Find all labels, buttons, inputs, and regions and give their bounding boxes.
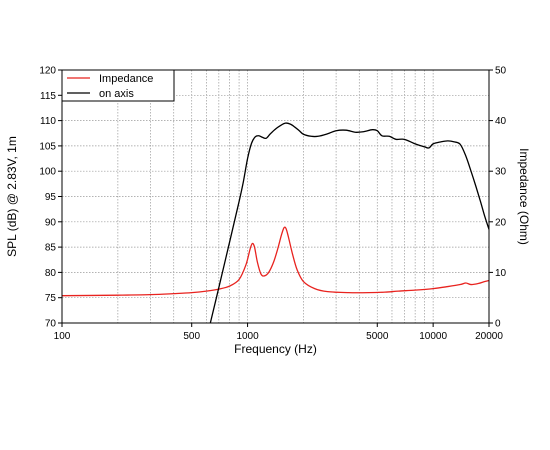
y-left-tick-label: 105 [39,141,56,152]
x-tick-label: 1000 [236,331,259,342]
x-tick-label: 500 [183,331,200,342]
y-right-tick-label: 50 [495,66,507,77]
y-left-tick-label: 110 [40,116,56,127]
series-line-on-axis [209,122,489,323]
y-left-tick-label: 70 [45,319,57,330]
y-left-tick-label: 120 [39,66,56,77]
legend-label-on-axis: on axis [99,88,134,100]
y-right-tick-label: 20 [495,217,507,228]
y-left-tick-label: 100 [39,167,56,178]
legend-label-impedance: Impedance [99,73,153,85]
legend: Impedance on axis [61,69,175,102]
y-axis-right-title: Impedance (Ohm) [517,148,531,245]
y-left-tick-label: 115 [40,91,56,102]
x-tick-label: 10000 [419,331,447,342]
y-axis-left-title: SPL (dB) @ 2.83V, 1m [5,136,19,257]
x-axis-title: Frequency (Hz) [234,342,317,356]
series-lines [62,122,489,323]
legend-box [61,69,175,102]
axis-ticks: 100 500 1000 5000 10000 200007075808590951001… [39,66,506,343]
series-line-impedance [62,226,489,297]
y-right-tick-label: 30 [495,167,507,178]
grid [62,70,489,323]
x-tick-label: 100 [54,331,71,342]
y-right-tick-label: 10 [495,268,507,279]
y-left-tick-label: 95 [45,192,57,203]
y-right-tick-label: 0 [495,319,501,330]
y-left-tick-label: 80 [45,268,57,279]
x-tick-label: 20000 [475,331,503,342]
y-left-tick-label: 75 [45,293,57,304]
y-right-tick-label: 40 [495,116,507,127]
x-tick-label: 5000 [366,331,389,342]
y-left-tick-label: 90 [45,217,57,228]
y-left-tick-label: 85 [45,243,57,254]
